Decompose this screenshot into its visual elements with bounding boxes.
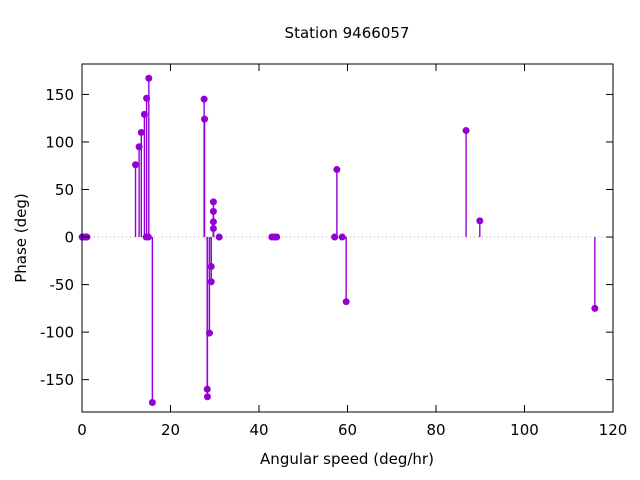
data-point bbox=[207, 278, 215, 286]
data-point bbox=[200, 95, 208, 103]
data-point bbox=[209, 198, 217, 206]
data-point bbox=[462, 127, 470, 135]
data-point bbox=[201, 115, 209, 123]
y-axis-label: Phase (deg) bbox=[12, 193, 30, 283]
data-point bbox=[476, 217, 484, 225]
data-point bbox=[215, 233, 223, 241]
x-tick-label: 100 bbox=[510, 421, 539, 439]
data-point bbox=[145, 74, 153, 82]
axes-layer: 0 20 40 60 80 100 120 -150 -100 -50 0 50 100 150 bbox=[40, 63, 628, 439]
y-tick-label: 50 bbox=[55, 181, 74, 199]
y-tick-label: 150 bbox=[45, 86, 74, 104]
x-axis-label: Angular speed (deg/hr) bbox=[260, 450, 434, 468]
data-point bbox=[591, 304, 599, 312]
data-point bbox=[148, 398, 156, 406]
data-point bbox=[333, 166, 341, 174]
data-point bbox=[144, 233, 152, 241]
data-point bbox=[205, 329, 213, 337]
data-point bbox=[207, 263, 215, 271]
y-tick-label: -150 bbox=[40, 371, 74, 389]
data-point bbox=[143, 94, 151, 102]
x-tick-label: 80 bbox=[426, 421, 445, 439]
x-tick-label: 40 bbox=[249, 421, 268, 439]
y-tick-label: -100 bbox=[40, 324, 74, 342]
data-point bbox=[338, 233, 346, 241]
x-tick-label: 60 bbox=[338, 421, 357, 439]
data-point bbox=[203, 385, 211, 393]
data-point bbox=[203, 393, 211, 401]
data-point bbox=[135, 143, 143, 151]
x-tick-label: 20 bbox=[161, 421, 180, 439]
y-tick-label: -50 bbox=[50, 276, 75, 294]
chart-title: Station 9466057 bbox=[285, 24, 410, 42]
data-points-layer bbox=[78, 74, 599, 406]
x-tick-label: 120 bbox=[599, 421, 628, 439]
plot-border bbox=[81, 63, 614, 413]
data-point bbox=[209, 207, 217, 215]
data-point bbox=[342, 298, 350, 306]
stems-layer bbox=[134, 78, 596, 403]
data-point bbox=[209, 224, 217, 232]
data-point bbox=[140, 110, 148, 118]
data-point bbox=[132, 161, 140, 169]
data-point bbox=[331, 233, 339, 241]
y-tick-label: 0 bbox=[64, 229, 74, 247]
data-point bbox=[273, 233, 281, 241]
x-tick-label: 0 bbox=[77, 421, 87, 439]
y-tick-label: 100 bbox=[45, 133, 74, 151]
data-point bbox=[137, 128, 145, 136]
data-point bbox=[209, 218, 217, 226]
